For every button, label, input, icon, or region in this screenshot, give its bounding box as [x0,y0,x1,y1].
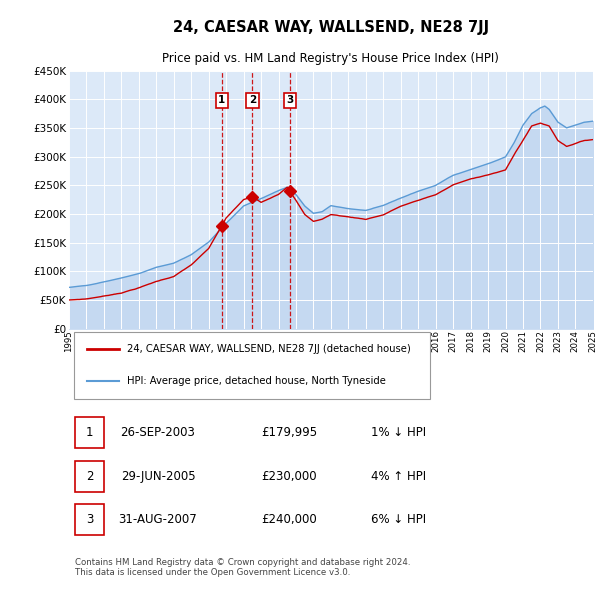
Text: 3: 3 [86,513,94,526]
FancyBboxPatch shape [75,504,104,535]
Text: 2: 2 [86,470,94,483]
Text: 1: 1 [86,426,94,440]
Text: 24, CAESAR WAY, WALLSEND, NE28 7JJ: 24, CAESAR WAY, WALLSEND, NE28 7JJ [173,19,489,35]
Text: £240,000: £240,000 [261,513,317,526]
FancyBboxPatch shape [74,332,430,399]
FancyBboxPatch shape [75,461,104,492]
Text: 26-SEP-2003: 26-SEP-2003 [121,426,196,440]
Text: 29-JUN-2005: 29-JUN-2005 [121,470,196,483]
Text: 3: 3 [287,96,294,106]
Text: 24, CAESAR WAY, WALLSEND, NE28 7JJ (detached house): 24, CAESAR WAY, WALLSEND, NE28 7JJ (deta… [127,344,410,354]
Text: HPI: Average price, detached house, North Tyneside: HPI: Average price, detached house, Nort… [127,376,385,386]
FancyBboxPatch shape [75,417,104,448]
Text: 2: 2 [249,96,256,106]
Text: 1% ↓ HPI: 1% ↓ HPI [371,426,427,440]
Text: 31-AUG-2007: 31-AUG-2007 [119,513,197,526]
Text: £230,000: £230,000 [261,470,317,483]
Text: 1: 1 [218,96,226,106]
Text: Contains HM Land Registry data © Crown copyright and database right 2024.
This d: Contains HM Land Registry data © Crown c… [75,558,411,577]
Text: 4% ↑ HPI: 4% ↑ HPI [371,470,427,483]
Text: £179,995: £179,995 [261,426,317,440]
Text: Price paid vs. HM Land Registry's House Price Index (HPI): Price paid vs. HM Land Registry's House … [163,52,499,65]
Text: 6% ↓ HPI: 6% ↓ HPI [371,513,427,526]
